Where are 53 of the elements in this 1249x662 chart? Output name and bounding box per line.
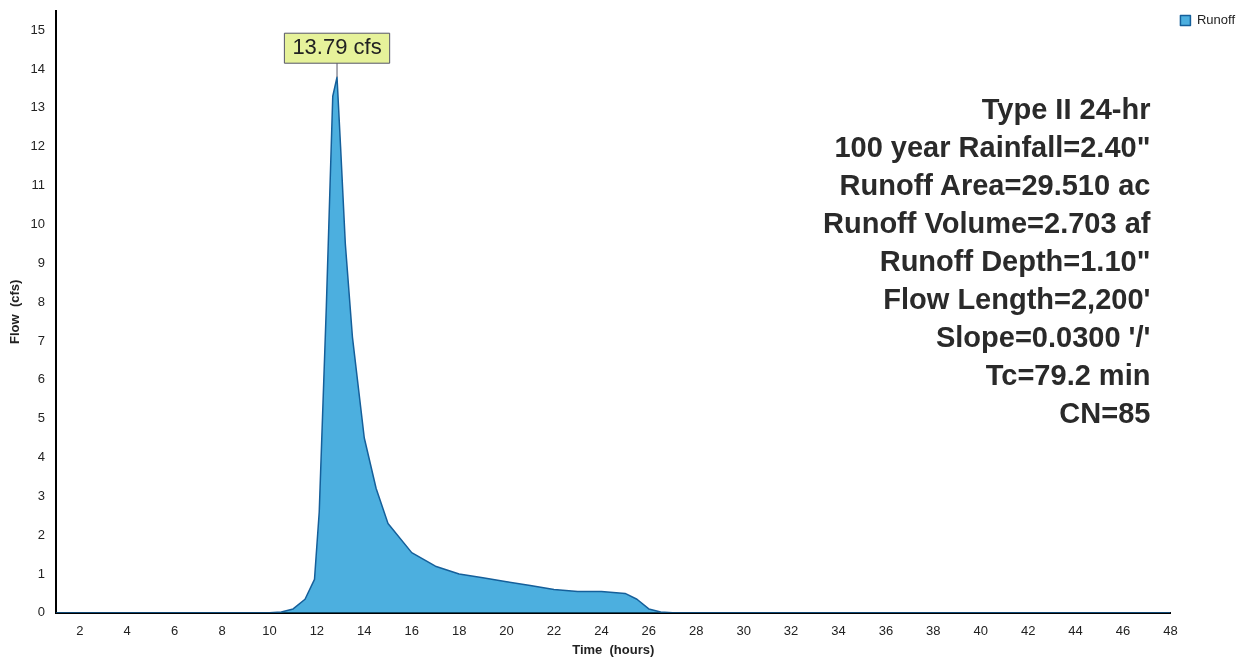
- x-tick-label: 14: [357, 623, 372, 639]
- x-tick-label: 40: [973, 623, 988, 639]
- x-tick-label: 36: [878, 623, 894, 639]
- y-tick-label: 12: [30, 138, 46, 154]
- y-tick-label: 1: [37, 565, 46, 581]
- annotation: Flow Length=2,200': [883, 282, 1151, 315]
- legend-label: Runoff: [1196, 12, 1236, 28]
- x-tick-label: 22: [546, 623, 562, 639]
- x-tick-label: 28: [689, 623, 704, 639]
- y-tick-label: 0: [37, 604, 46, 620]
- y-tick-label: 9: [37, 254, 46, 270]
- annotation: CN=85: [1059, 396, 1151, 429]
- annotation: 13.79 cfs: [292, 34, 382, 60]
- annotation: Runoff Depth=1.10": [879, 244, 1151, 277]
- x-tick-label: 30: [736, 623, 751, 639]
- x-tick-label: 26: [641, 623, 657, 639]
- annotation: Runoff Area=29.510 ac: [839, 168, 1151, 201]
- x-tick-label: 32: [783, 623, 799, 639]
- y-tick-label: 3: [37, 487, 46, 503]
- annotation: Tc=79.2 min: [985, 358, 1151, 391]
- annotation: Slope=0.0300 '/': [935, 320, 1151, 353]
- x-tick-label: 2: [76, 623, 84, 639]
- x-tick-label: 10: [262, 623, 277, 639]
- x-tick-label: 24: [594, 623, 609, 639]
- y-tick-label: 5: [37, 410, 46, 426]
- annotation: Type II 24-hr: [981, 92, 1151, 125]
- x-axis-title: Time (hours): [572, 641, 655, 657]
- y-tick-label: 4: [37, 449, 46, 465]
- x-tick-label: 18: [451, 623, 467, 639]
- y-tick-label: 14: [30, 60, 46, 76]
- y-tick-label: 11: [31, 177, 46, 193]
- x-tick-label: 8: [218, 623, 226, 639]
- x-tick-label: 42: [1020, 623, 1036, 639]
- x-tick-label: 48: [1163, 623, 1178, 639]
- x-tick-label: 38: [926, 623, 941, 639]
- x-tick-label: 20: [499, 623, 514, 639]
- y-tick-label: 8: [37, 293, 46, 309]
- y-tick-label: 15: [30, 21, 46, 37]
- x-tick-label: 34: [831, 623, 846, 639]
- x-tick-label: 4: [123, 623, 131, 639]
- y-tick-label: 13: [30, 99, 46, 115]
- x-tick-label: 12: [309, 623, 325, 639]
- x-tick-label: 44: [1068, 623, 1083, 639]
- annotation: 100 year Rainfall=2.40": [834, 130, 1151, 163]
- x-tick-label: 16: [404, 623, 419, 639]
- y-axis-title: Flow (cfs): [7, 279, 23, 344]
- x-tick-label: 6: [170, 623, 179, 639]
- y-tick-label: 2: [37, 526, 46, 542]
- annotation: Runoff Volume=2.703 af: [823, 206, 1151, 239]
- x-tick-label: 46: [1115, 623, 1131, 639]
- y-tick-label: 10: [30, 215, 46, 231]
- y-tick-label: 7: [37, 332, 46, 348]
- y-tick-label: 6: [37, 371, 46, 387]
